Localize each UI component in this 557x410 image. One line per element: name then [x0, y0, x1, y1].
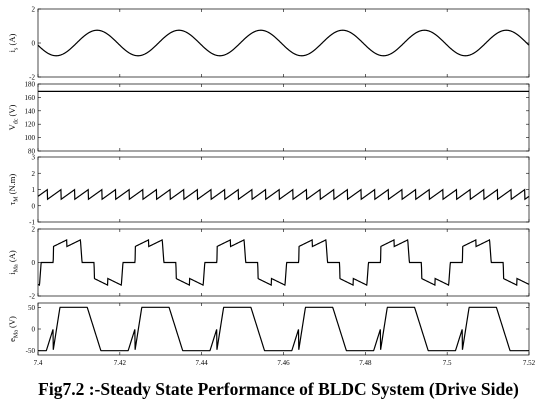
series-line — [37, 29, 530, 57]
x-tick-label: 7.48 — [359, 359, 372, 367]
panel-frame — [37, 8, 530, 78]
y-tick-label: 50 — [28, 304, 36, 312]
panel-1: 2 0 -2 is (A) — [7, 6, 530, 82]
y-tick-label: 120 — [25, 121, 36, 129]
y-tick-label: 140 — [25, 107, 36, 115]
y-axis-label: Vdc (V) — [7, 104, 20, 130]
chart-figure: 2 0 -2 is (A) 180 160 140 120 100 80 Vdc (V) 3 2 1 0 -1… — [7, 6, 536, 368]
y-axis-label: is (A) — [7, 34, 20, 53]
x-tick-label: 7.52 — [523, 359, 536, 367]
y-axis-label: τM (N.m) — [7, 174, 20, 206]
y-axis-label: eMa (V) — [7, 316, 20, 342]
x-tick-label: 7.5 — [443, 359, 452, 367]
x-tick-label: 7.44 — [196, 359, 209, 367]
panel-3: 3 2 1 0 -1 τM (N.m) — [7, 154, 530, 227]
y-tick-label: 0 — [32, 40, 36, 48]
y-tick-label: 1 — [32, 186, 36, 194]
y-axis-label: iMa (A) — [7, 250, 20, 274]
series-line — [38, 306, 529, 352]
x-tick-label: 7.42 — [114, 359, 127, 367]
y-tick-label: 180 — [25, 81, 36, 89]
panel-frame — [37, 302, 530, 356]
panel-frame — [37, 83, 530, 152]
y-tick-label: 0 — [32, 259, 36, 267]
y-tick-label: 3 — [32, 154, 36, 162]
series-line — [37, 238, 530, 287]
y-tick-label: 0 — [32, 202, 36, 210]
x-tick-label: 7.46 — [277, 359, 290, 367]
y-tick-label: 0 — [32, 326, 36, 334]
y-tick-label: 160 — [25, 94, 36, 102]
y-tick-label: -2 — [29, 74, 35, 82]
y-tick-label: -1 — [29, 219, 35, 227]
series-line — [37, 188, 530, 201]
panel-2: 180 160 140 120 100 80 Vdc (V) — [7, 81, 530, 156]
panel-frame — [37, 156, 530, 223]
y-tick-label: -50 — [26, 347, 36, 355]
y-tick-label: 100 — [25, 134, 36, 142]
x-tick-label: 7.4 — [34, 359, 43, 367]
panel-4: 2 0 -2 iMa (A) — [7, 226, 530, 301]
y-tick-label: 2 — [32, 6, 36, 14]
panel-5: 50 0 -50 eMa (V) — [7, 302, 530, 356]
y-tick-label: 2 — [32, 170, 36, 178]
y-tick-label: 80 — [28, 148, 36, 156]
y-tick-label: -2 — [29, 293, 35, 301]
figure-caption: Fig7.2 :-Steady State Performance of BLD… — [38, 379, 519, 399]
y-tick-label: 2 — [32, 226, 36, 234]
